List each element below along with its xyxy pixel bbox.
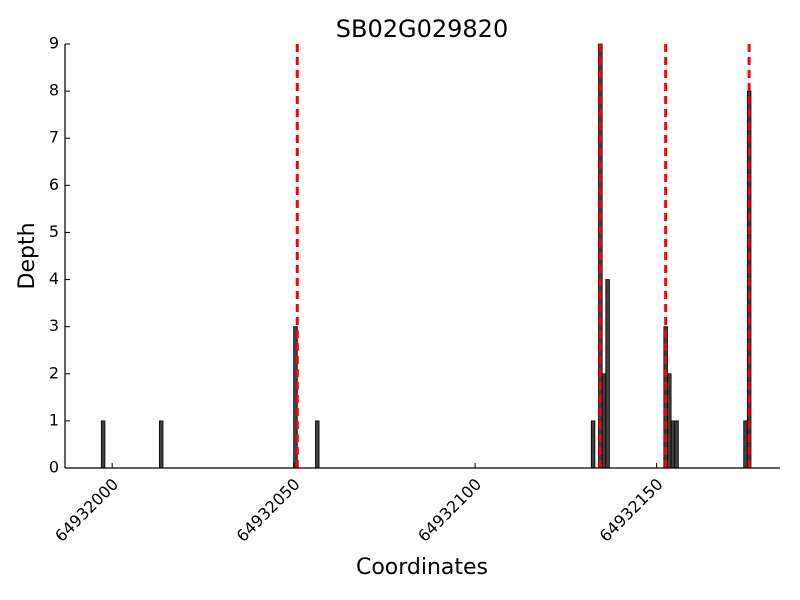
bar [100,420,106,469]
bar [158,420,164,469]
bar [667,373,672,469]
bar [674,420,679,469]
y-tick-label: 4 [49,269,59,288]
x-tick-label: 64932150 [596,475,667,546]
bar [601,373,607,469]
chart-title: SB02G029820 [336,15,508,43]
x-tick-label: 64932050 [233,475,304,546]
bar [670,420,676,469]
y-tick-label: 6 [49,175,59,194]
y-tick-label: 5 [49,222,59,241]
bar [590,420,596,469]
y-tick-label: 0 [49,458,59,477]
y-tick-label: 2 [49,363,59,382]
x-tick-label: 64932100 [414,475,485,546]
y-tick-label: 8 [49,81,59,100]
x-tick-label: 64932000 [51,475,122,546]
y-tick-label: 9 [49,34,59,53]
y-tick-label: 7 [49,128,59,147]
bar [605,279,610,469]
bar [315,420,320,469]
y-axis-label: Depth [15,222,40,289]
y-tick-label: 3 [49,316,59,335]
x-axis-label: Coordinates [356,555,488,580]
bar [743,420,748,469]
y-tick-label: 1 [49,410,59,429]
